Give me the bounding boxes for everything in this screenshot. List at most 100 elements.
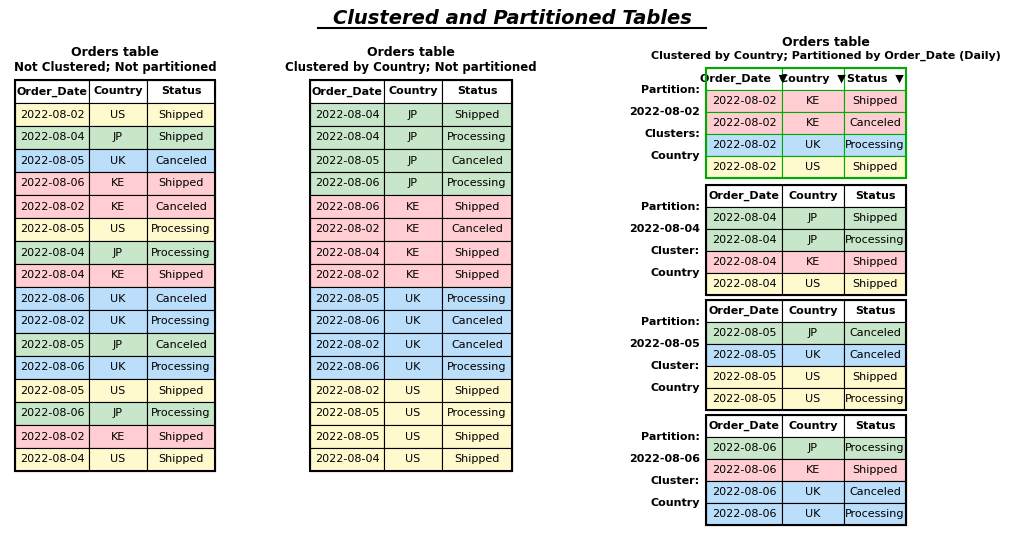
Text: Order_Date: Order_Date xyxy=(709,306,779,316)
Text: Cluster:: Cluster: xyxy=(651,246,700,256)
Text: US: US xyxy=(406,455,421,464)
Bar xyxy=(782,185,844,207)
Bar xyxy=(442,195,512,218)
Text: 2022-08-04: 2022-08-04 xyxy=(712,279,776,289)
Text: JP: JP xyxy=(408,110,418,119)
Bar xyxy=(147,310,215,333)
Text: 2022-08-05: 2022-08-05 xyxy=(314,431,379,442)
Text: Processing: Processing xyxy=(447,294,507,303)
Bar xyxy=(706,134,782,156)
Bar xyxy=(147,126,215,149)
Bar xyxy=(782,207,844,229)
Text: JP: JP xyxy=(113,340,123,349)
Bar xyxy=(706,344,782,366)
Text: UK: UK xyxy=(111,156,126,165)
Text: Status: Status xyxy=(855,191,895,201)
Bar xyxy=(89,425,147,448)
Text: Orders table: Orders table xyxy=(782,36,870,49)
Bar xyxy=(15,402,89,425)
Bar xyxy=(310,149,384,172)
Bar xyxy=(706,68,906,178)
Bar xyxy=(147,402,215,425)
Bar xyxy=(706,503,782,525)
Bar xyxy=(15,310,89,333)
Text: KE: KE xyxy=(111,179,125,188)
Bar xyxy=(384,195,442,218)
Bar xyxy=(442,287,512,310)
Text: Shipped: Shipped xyxy=(159,132,204,143)
Text: 2022-08-06: 2022-08-06 xyxy=(19,179,84,188)
Bar xyxy=(15,448,89,471)
Text: UK: UK xyxy=(111,294,126,303)
Text: Processing: Processing xyxy=(845,509,905,519)
Text: Cluster:: Cluster: xyxy=(651,361,700,371)
Bar xyxy=(782,322,844,344)
Text: Canceled: Canceled xyxy=(849,487,901,497)
Bar xyxy=(442,310,512,333)
Text: US: US xyxy=(406,386,421,395)
Text: 2022-08-05: 2022-08-05 xyxy=(712,372,776,382)
Bar xyxy=(147,264,215,287)
Text: Not Clustered; Not partitioned: Not Clustered; Not partitioned xyxy=(13,62,216,75)
Bar xyxy=(147,333,215,356)
Bar xyxy=(706,251,782,273)
Text: 2022-08-04: 2022-08-04 xyxy=(19,132,84,143)
Text: Order_Date  ▼: Order_Date ▼ xyxy=(700,74,787,84)
Text: Processing: Processing xyxy=(845,140,905,150)
Text: Canceled: Canceled xyxy=(451,316,503,327)
Bar xyxy=(310,103,384,126)
Bar xyxy=(442,103,512,126)
Text: JP: JP xyxy=(408,156,418,165)
Bar xyxy=(310,264,384,287)
Bar xyxy=(706,207,782,229)
Text: 2022-08-04: 2022-08-04 xyxy=(712,213,776,223)
Text: Status: Status xyxy=(855,421,895,431)
Bar xyxy=(384,218,442,241)
Bar xyxy=(706,388,782,410)
Bar xyxy=(310,333,384,356)
Bar xyxy=(384,80,442,103)
Bar xyxy=(89,402,147,425)
Bar xyxy=(89,149,147,172)
Bar xyxy=(15,172,89,195)
Text: KE: KE xyxy=(806,465,820,475)
Text: Processing: Processing xyxy=(152,362,211,373)
Bar xyxy=(782,134,844,156)
Text: Status: Status xyxy=(161,86,202,97)
Text: UK: UK xyxy=(406,316,421,327)
Bar xyxy=(310,379,384,402)
Text: 2022-08-05: 2022-08-05 xyxy=(712,328,776,338)
Text: KE: KE xyxy=(406,271,420,280)
Text: Shipped: Shipped xyxy=(455,455,500,464)
Bar xyxy=(89,356,147,379)
Text: Country: Country xyxy=(788,306,838,316)
Text: Shipped: Shipped xyxy=(455,201,500,212)
Text: Order_Date: Order_Date xyxy=(709,421,779,431)
Text: 2022-08-06: 2022-08-06 xyxy=(629,454,700,464)
Text: Processing: Processing xyxy=(152,225,211,234)
Text: 2022-08-04: 2022-08-04 xyxy=(314,132,379,143)
Text: Shipped: Shipped xyxy=(852,372,898,382)
Text: Processing: Processing xyxy=(152,247,211,258)
Text: Country: Country xyxy=(788,421,838,431)
Text: UK: UK xyxy=(111,362,126,373)
Bar xyxy=(310,126,384,149)
Text: Partition:: Partition: xyxy=(641,202,700,212)
Bar xyxy=(844,388,906,410)
Bar xyxy=(782,300,844,322)
Bar xyxy=(782,459,844,481)
Text: 2022-08-02: 2022-08-02 xyxy=(19,316,84,327)
Text: 2022-08-02: 2022-08-02 xyxy=(314,271,379,280)
Bar xyxy=(844,273,906,295)
Bar xyxy=(89,241,147,264)
Bar xyxy=(706,229,782,251)
Bar xyxy=(782,68,844,90)
Bar xyxy=(844,322,906,344)
Bar xyxy=(782,415,844,437)
Text: US: US xyxy=(406,431,421,442)
Text: Clusters:: Clusters: xyxy=(644,129,700,139)
Bar xyxy=(844,229,906,251)
Text: 2022-08-06: 2022-08-06 xyxy=(712,465,776,475)
Text: 2022-08-02: 2022-08-02 xyxy=(712,96,776,106)
Text: KE: KE xyxy=(111,431,125,442)
